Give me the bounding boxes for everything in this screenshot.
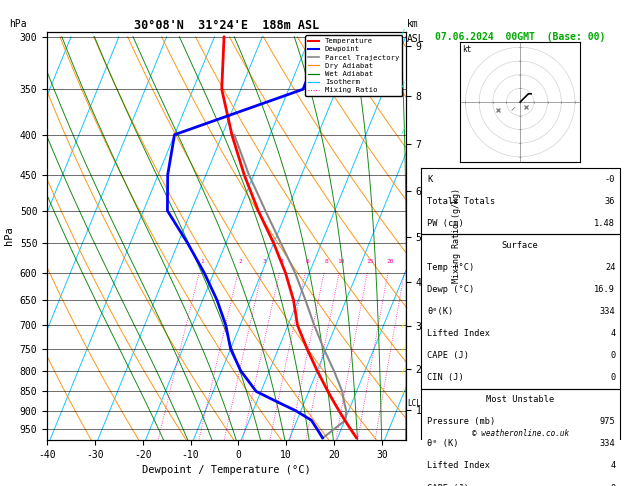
Text: 24: 24: [605, 263, 615, 272]
Text: 07.06.2024  00GMT  (Base: 00): 07.06.2024 00GMT (Base: 00): [435, 33, 605, 42]
Text: CIN (J): CIN (J): [427, 373, 464, 382]
Text: 8: 8: [325, 259, 328, 264]
Text: Most Unstable: Most Unstable: [486, 395, 554, 404]
Text: Pressure (mb): Pressure (mb): [427, 417, 496, 426]
Text: /: /: [401, 322, 404, 328]
Text: /: /: [401, 346, 404, 352]
Text: Lifted Index: Lifted Index: [427, 462, 490, 470]
Text: 20: 20: [386, 259, 394, 264]
Text: K: K: [427, 175, 432, 184]
Text: 10: 10: [338, 259, 345, 264]
Text: 1: 1: [200, 259, 204, 264]
Y-axis label: hPa: hPa: [4, 226, 14, 245]
Text: 4: 4: [280, 259, 284, 264]
Text: 0: 0: [610, 373, 615, 382]
Text: 6: 6: [306, 259, 309, 264]
Y-axis label: Mixing Ratio (g/kg): Mixing Ratio (g/kg): [452, 188, 461, 283]
Text: hPa: hPa: [9, 19, 27, 29]
Text: /: /: [401, 29, 404, 35]
Text: θᵉ(K): θᵉ(K): [427, 307, 454, 316]
Text: © weatheronline.co.uk: © weatheronline.co.uk: [472, 429, 569, 438]
Text: km: km: [407, 19, 419, 29]
Text: Dewp (°C): Dewp (°C): [427, 285, 474, 294]
Text: Temp (°C): Temp (°C): [427, 263, 474, 272]
Text: 334: 334: [599, 307, 615, 316]
Text: 36: 36: [605, 197, 615, 206]
Legend: Temperature, Dewpoint, Parcel Trajectory, Dry Adiabat, Wet Adiabat, Isotherm, Mi: Temperature, Dewpoint, Parcel Trajectory…: [305, 35, 402, 96]
Text: 0: 0: [610, 351, 615, 360]
Text: 16.9: 16.9: [594, 285, 615, 294]
Text: 4: 4: [610, 329, 615, 338]
Text: /: /: [401, 128, 404, 134]
Text: /: /: [401, 82, 404, 88]
Text: 975: 975: [599, 417, 615, 426]
Text: 15: 15: [366, 259, 374, 264]
Text: 1.48: 1.48: [594, 219, 615, 228]
X-axis label: Dewpoint / Temperature (°C): Dewpoint / Temperature (°C): [142, 465, 311, 475]
Text: 0: 0: [610, 484, 615, 486]
Text: CAPE (J): CAPE (J): [427, 484, 469, 486]
Text: 3: 3: [263, 259, 266, 264]
Text: -0: -0: [605, 175, 615, 184]
Text: /: /: [401, 368, 404, 374]
Text: ASL: ASL: [407, 34, 425, 44]
Text: LCL: LCL: [407, 399, 421, 408]
Text: /: /: [401, 389, 404, 395]
Text: Totals Totals: Totals Totals: [427, 197, 496, 206]
Text: PW (cm): PW (cm): [427, 219, 464, 228]
Text: 4: 4: [610, 462, 615, 470]
Text: CAPE (J): CAPE (J): [427, 351, 469, 360]
Text: 334: 334: [599, 439, 615, 449]
Text: θᵉ (K): θᵉ (K): [427, 439, 459, 449]
Text: Lifted Index: Lifted Index: [427, 329, 490, 338]
Text: 2: 2: [239, 259, 243, 264]
Title: 30°08'N  31°24'E  188m ASL: 30°08'N 31°24'E 188m ASL: [134, 18, 319, 32]
Text: Surface: Surface: [502, 241, 538, 250]
